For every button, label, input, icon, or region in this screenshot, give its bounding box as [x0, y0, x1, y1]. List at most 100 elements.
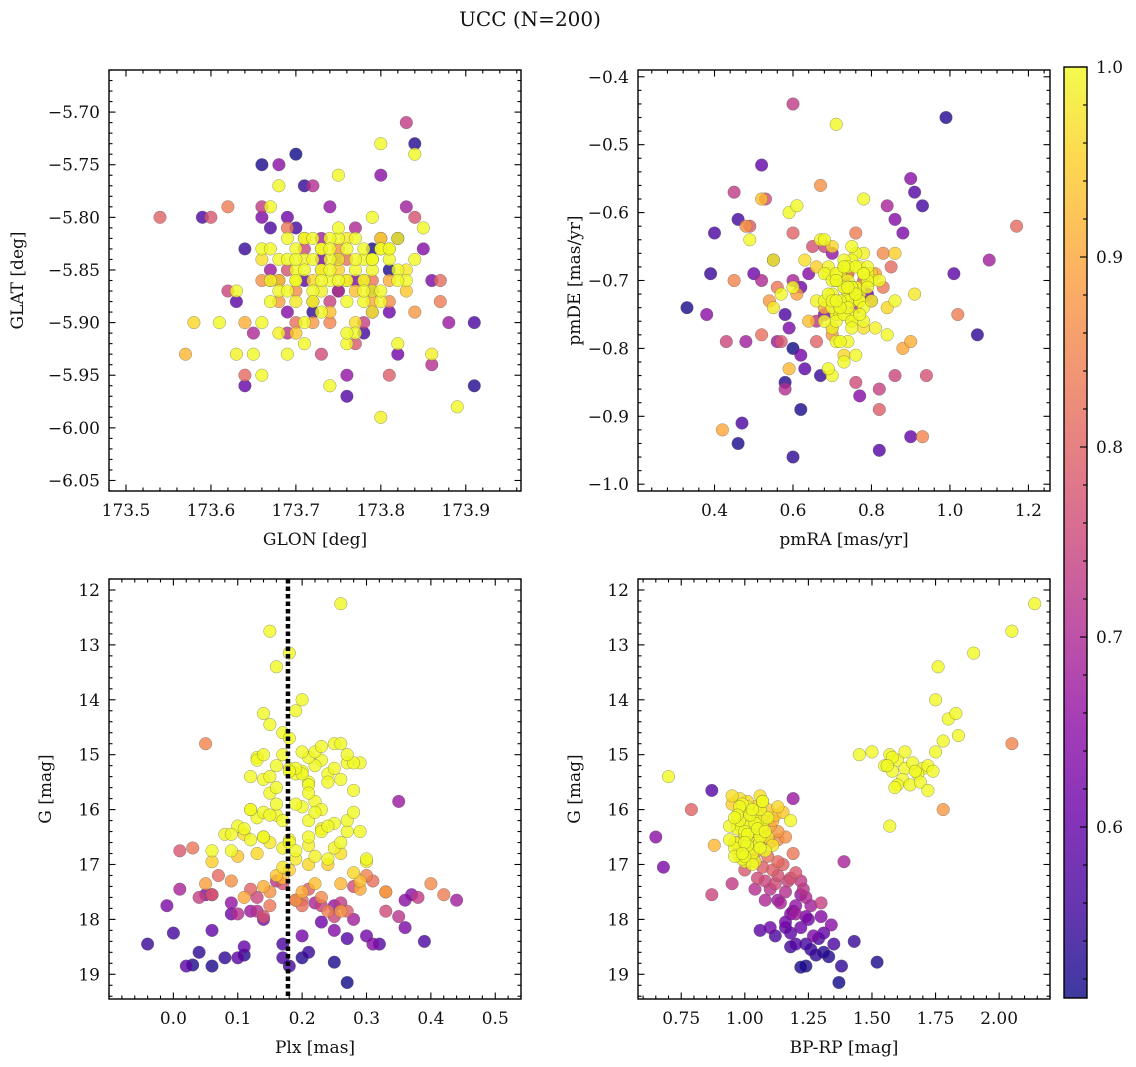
data-point	[425, 347, 439, 361]
data-point	[141, 937, 155, 951]
data-point	[766, 301, 780, 315]
data-point	[904, 335, 918, 349]
data-point	[295, 693, 309, 707]
scatter-points	[141, 597, 464, 990]
data-point	[450, 400, 464, 414]
data-point	[735, 416, 749, 430]
data-point	[340, 242, 354, 256]
data-point	[661, 770, 676, 784]
y-tick-label: −0.8	[588, 339, 629, 359]
data-point	[408, 147, 422, 161]
x-tick-label: 0.8	[858, 501, 885, 521]
data-point	[857, 267, 871, 281]
data-point	[391, 337, 405, 351]
data-point	[224, 874, 238, 888]
data-point	[379, 904, 393, 918]
data-point	[353, 824, 367, 839]
data-point	[467, 379, 481, 393]
y-tick-label: −1.0	[588, 475, 629, 495]
data-point	[936, 734, 950, 748]
data-point	[745, 803, 759, 817]
data-point	[269, 759, 283, 773]
data-point	[884, 260, 898, 274]
data-point	[365, 252, 379, 266]
data-point	[340, 295, 354, 309]
data-point	[766, 253, 780, 267]
data-point	[334, 597, 348, 611]
data-point	[755, 158, 769, 172]
data-point	[798, 362, 812, 376]
data-point	[656, 860, 670, 874]
data-point	[357, 242, 371, 256]
data-point	[437, 888, 451, 902]
data-point	[931, 660, 945, 674]
y-tick-label: 17	[78, 855, 100, 875]
data-point	[951, 307, 965, 322]
data-point	[256, 748, 271, 762]
data-point	[847, 934, 861, 948]
data-point	[725, 789, 739, 803]
data-point	[199, 737, 213, 751]
figure-title: UCC (N=200)	[459, 7, 601, 31]
data-point	[297, 316, 311, 330]
data-point	[837, 355, 851, 369]
data-point	[880, 328, 894, 342]
data-point	[153, 210, 167, 224]
y-tick-label: 19	[78, 965, 100, 985]
data-point	[731, 436, 745, 451]
y-tick-label: −5.95	[48, 366, 100, 386]
y-tick-label: −0.7	[588, 272, 629, 292]
data-point	[269, 660, 283, 674]
data-point	[853, 389, 867, 403]
data-point	[308, 805, 322, 819]
data-point	[700, 307, 714, 322]
data-point	[929, 745, 943, 759]
data-point	[880, 759, 894, 773]
data-point	[755, 273, 769, 288]
data-point	[374, 168, 388, 182]
data-point	[806, 929, 821, 943]
data-point	[231, 907, 245, 921]
x-tick-label: 1.2	[1015, 501, 1042, 521]
data-point	[750, 871, 765, 885]
data-point	[321, 904, 335, 918]
data-point	[331, 168, 345, 182]
data-point	[743, 233, 757, 247]
data-point	[789, 907, 803, 921]
data-point	[1028, 597, 1042, 611]
data-point	[289, 295, 303, 309]
data-point	[289, 326, 303, 340]
data-point	[908, 185, 922, 199]
x-tick-label: 0.4	[417, 1009, 444, 1029]
data-point	[814, 910, 828, 924]
data-point	[272, 179, 286, 193]
data-point	[794, 921, 808, 935]
colorbar-tick-label: 1.0	[1096, 58, 1123, 78]
data-point	[205, 959, 219, 973]
data-point	[778, 382, 792, 396]
x-tick-label: 0.3	[353, 1009, 380, 1029]
x-axis-label: BP-RP [mag]	[790, 1038, 899, 1058]
data-point	[321, 852, 335, 866]
data-point	[723, 833, 737, 847]
data-point	[936, 803, 950, 817]
data-point	[205, 923, 219, 937]
data-point	[229, 347, 243, 361]
y-tick-label: 18	[78, 910, 100, 930]
data-point	[348, 231, 362, 245]
data-point	[297, 263, 311, 277]
data-point	[340, 389, 354, 403]
data-point	[272, 158, 286, 172]
data-point	[782, 321, 796, 335]
data-point	[224, 844, 238, 858]
data-point	[1005, 624, 1019, 638]
data-point	[915, 199, 930, 213]
data-point	[365, 305, 379, 319]
data-point	[238, 368, 252, 382]
x-tick-label: 0.75	[662, 1009, 700, 1029]
data-point	[908, 764, 922, 778]
colorbar-tick-label: 0.9	[1096, 248, 1123, 268]
data-point	[314, 273, 328, 288]
data-point	[908, 287, 922, 301]
data-point	[374, 284, 388, 298]
